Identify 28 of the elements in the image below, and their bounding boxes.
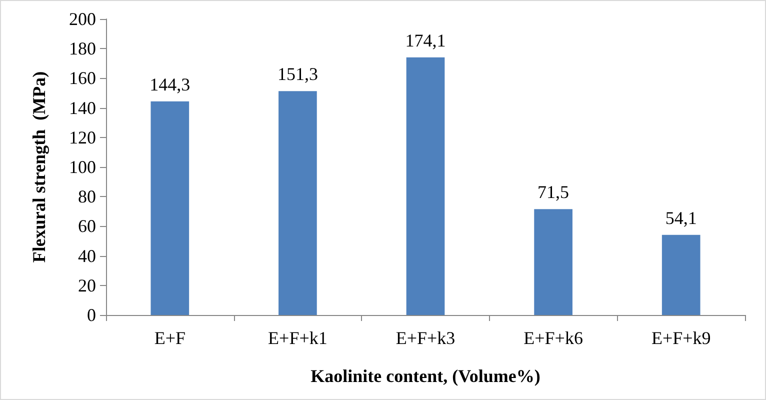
y-tick-label: 120 [69,127,96,148]
y-tick-label: 20 [78,275,96,296]
data-label: 71,5 [538,182,570,202]
x-tick-label: E+F+k9 [651,328,711,348]
x-tick-label: E+F+k3 [396,328,456,348]
y-tick-label: 180 [69,38,96,59]
y-tick-label: 40 [78,246,96,266]
y-tick-label: 140 [69,98,96,118]
data-label: 54,1 [665,208,697,228]
y-tick-label: 60 [78,216,96,236]
y-tick-label: 0 [87,305,96,325]
bar [662,234,700,315]
x-tick-label: E+F+k1 [268,328,328,348]
bar [534,209,572,315]
data-label: 151,3 [277,64,318,84]
data-label: 144,3 [150,74,190,94]
bar [406,57,445,315]
x-axis-title: Kaolinite content, (Volume%) [310,366,540,386]
y-tick-label: 100 [69,157,96,177]
x-tick-label: E+F [154,328,186,348]
data-label: 174,1 [405,30,446,50]
y-tick-label: 200 [69,9,96,29]
y-axis-title: Flexural strength (MPa) [29,71,49,263]
y-tick-label: 80 [78,186,96,207]
bar [278,91,317,315]
bar [150,101,190,315]
y-tick-label: 160 [69,68,96,88]
x-tick-label: E+F+k6 [524,328,583,348]
